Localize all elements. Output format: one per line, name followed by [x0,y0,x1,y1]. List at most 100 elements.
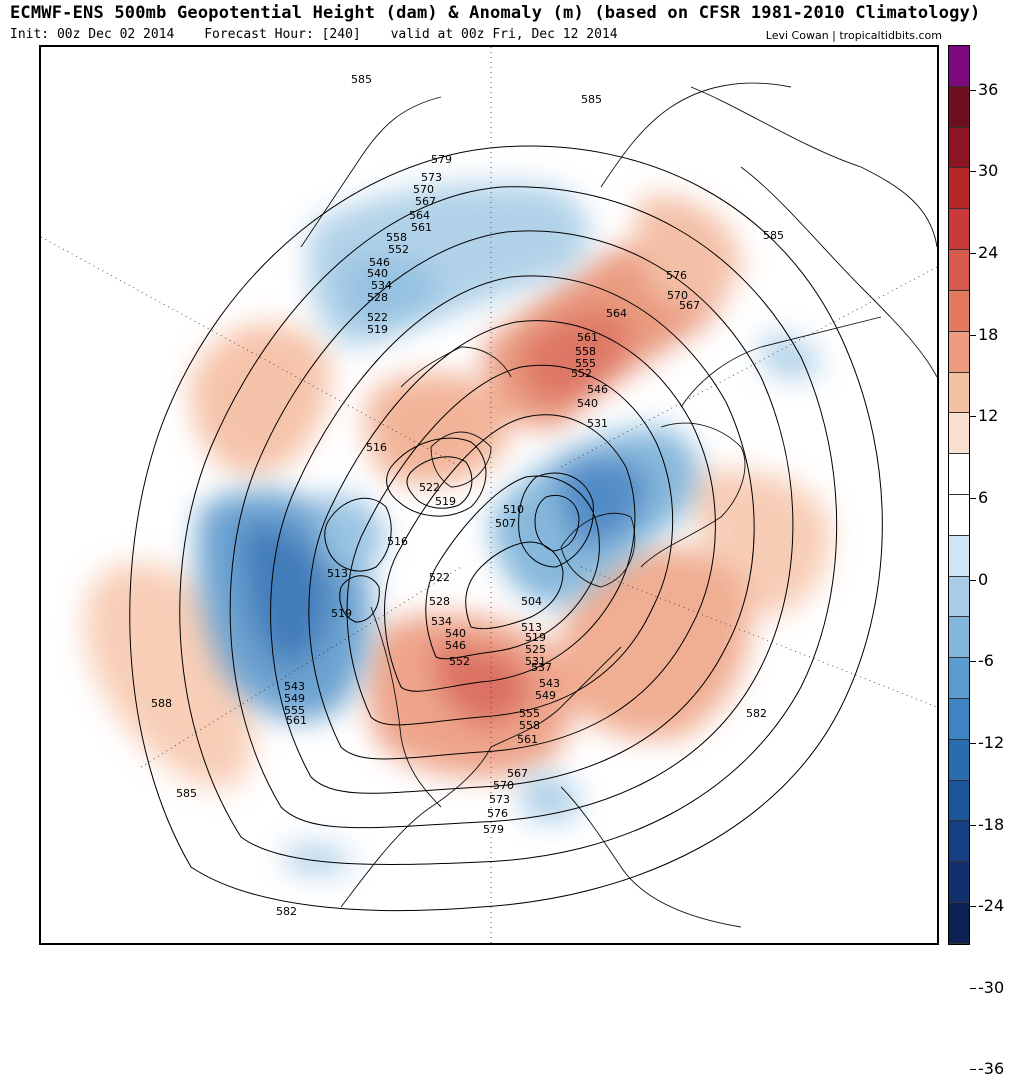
colorbar-band [949,331,969,373]
negative-anomaly-region [761,336,821,379]
contour-label: 564 [606,307,627,320]
contour-label: 528 [429,595,450,608]
contour-label: 519 [367,323,388,336]
contour-label: 561 [411,221,432,234]
colorbar-band [949,862,969,904]
contour-label: 585 [581,93,602,106]
contour-label: 561 [577,331,598,344]
contour-label: 522 [419,481,440,494]
author-credit: Levi Cowan | tropicaltidbits.com [765,29,942,42]
contour-label: 534 [431,615,452,628]
colorbar-tick-label: 6 [970,488,988,507]
colorbar-band [949,46,969,87]
contour-label: 510 [503,503,524,516]
negative-anomaly-region [241,524,331,667]
positive-anomaly-region [558,546,751,740]
contour-label: 582 [276,905,297,918]
colorbar-band [949,535,969,577]
contour-label: 555 [575,357,596,370]
contour-label: 528 [367,291,388,304]
contour-label: 585 [351,73,372,86]
colorbar-band [949,372,969,414]
contour-label: 573 [421,171,442,184]
positive-anomaly-region [681,469,831,617]
colorbar-band [949,780,969,822]
polar-stereographic-map: 585 585 585 588 582 582 585 579 573 570 … [39,45,939,945]
contour-label: 570 [667,289,688,302]
contour-label: 552 [388,243,409,256]
contour-label: 522 [429,571,450,584]
forecast-hour: Forecast Hour: [240] [204,27,361,42]
contour-label: 531 [587,417,608,430]
contour-label: 558 [519,719,540,732]
colorbar-tick-labels: 36 30 24 18 12 6 0 -6 -12 -18 -24 -30 -36 [970,45,1024,1078]
contour-label: 564 [409,209,430,222]
colorbar-band [949,617,969,659]
contour-label: 570 [413,183,434,196]
init-time: Init: 00z Dec 02 2014 [10,27,175,42]
colorbar-band [949,739,969,781]
map-canvas: 585 585 585 588 582 582 585 579 573 570 … [41,47,937,943]
colorbar-tick-label: -12 [970,733,1004,752]
contour-labels: 585 585 585 588 582 582 585 579 573 570 … [151,73,784,918]
contour-label: 546 [445,639,466,652]
contour-label: 567 [415,195,436,208]
colorbar-tick-label: -30 [970,978,1004,997]
colorbar-band [949,699,969,740]
contour-label: 519 [525,631,546,644]
map-title: ECMWF-ENS 500mb Geopotential Height (dam… [10,3,981,23]
colorbar-tick-label: 36 [970,80,998,99]
colorbar-band [949,494,969,536]
colorbar-band [949,413,969,455]
contour-label: 567 [507,767,528,780]
colorbar-band [949,658,969,699]
colorbar-tick-label: -36 [970,1059,1004,1078]
coastlines [300,82,937,928]
colorbar-band [949,168,969,210]
contour-label: 537 [531,661,552,674]
colorbar-tick-label: 12 [970,406,998,425]
colorbar-tick-label: 0 [970,570,988,589]
contour-label: 546 [587,383,608,396]
contour-label: 561 [286,714,307,727]
contour-label: 579 [483,823,504,836]
colorbar-tick-label: -18 [970,815,1004,834]
anomaly-shading [84,183,831,874]
positive-anomaly-region [431,643,532,727]
colorbar-tick-label: 24 [970,243,998,262]
contour-label: 561 [517,733,538,746]
colorbar-tick-label: 18 [970,325,998,344]
colorbar-tick-label: -24 [970,896,1004,915]
contour-label: 543 [539,677,560,690]
contour-label: 513 [327,567,348,580]
contour-label: 534 [371,279,392,292]
colorbar-band [949,454,969,495]
contour-label: 582 [746,707,767,720]
positive-anomaly-region [365,372,511,485]
negative-anomaly-region [339,256,441,327]
contour-label: 513 [521,621,542,634]
negative-anomaly-region [286,845,353,874]
contour-label: 570 [493,779,514,792]
contour-label: 585 [763,229,784,242]
colorbar-band [949,290,969,332]
contour-label: 522 [367,311,388,324]
positive-anomaly-region [636,195,741,307]
contour-label: 540 [577,397,598,410]
contour-label: 519 [331,607,352,620]
contour-label: 525 [525,643,546,656]
colorbar-band [949,250,969,291]
contour-label: 507 [495,517,516,530]
contour-label: 576 [666,269,687,282]
colorbar-band [949,209,969,251]
colorbar-band [949,821,969,863]
contour-label: 573 [489,793,510,806]
contour-label: 588 [151,697,172,710]
valid-time: valid at 00z Fri, Dec 12 2014 [390,27,618,42]
contour-label: 558 [386,231,407,244]
contour-label: 531 [525,655,546,668]
contour-label: 549 [535,689,556,702]
anomaly-colorbar [948,45,970,945]
height-contours [129,145,883,912]
colorbar-band [949,903,969,944]
